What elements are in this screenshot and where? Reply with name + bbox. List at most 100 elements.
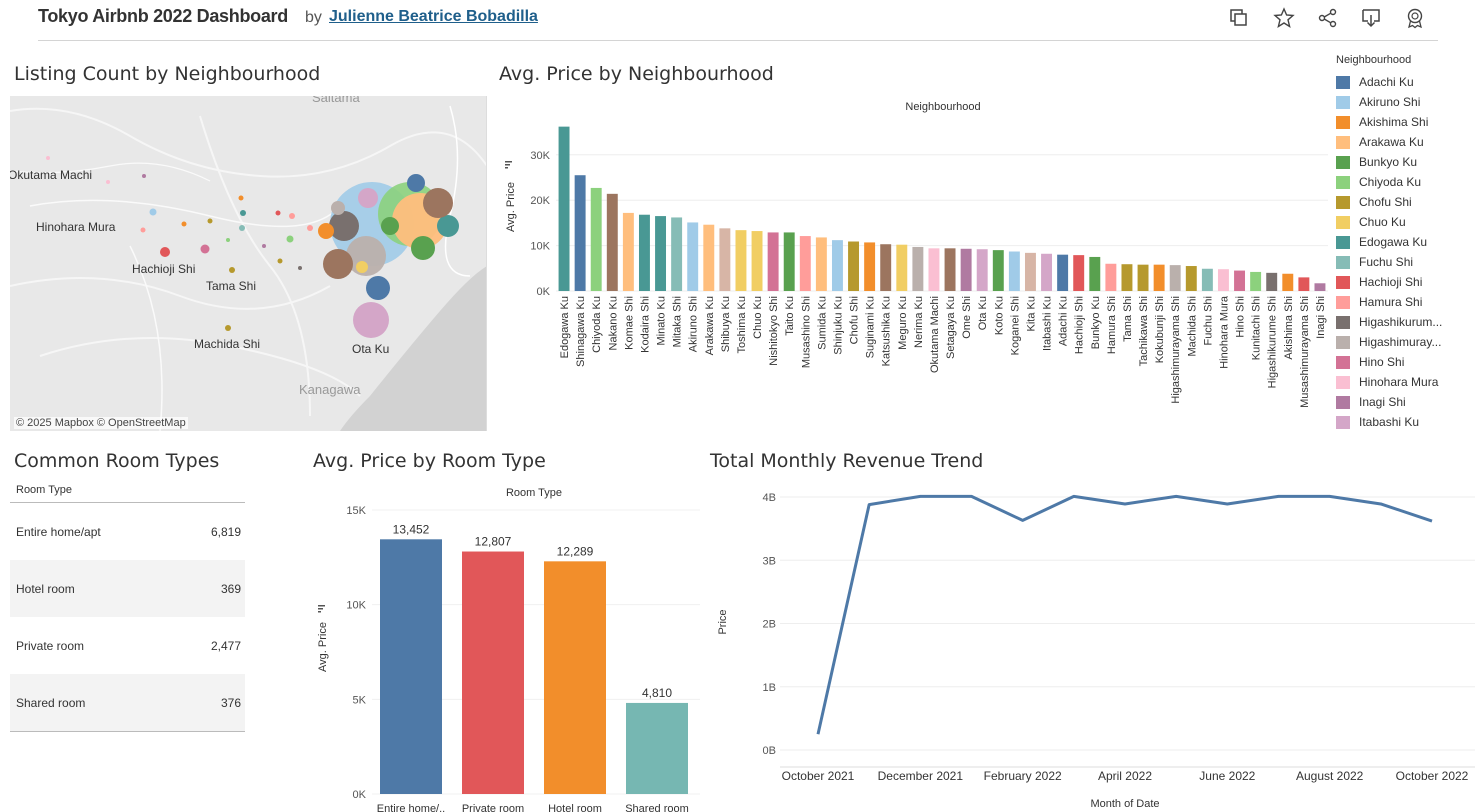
bar-chofu-shi[interactable] bbox=[848, 241, 860, 291]
bar-musashimurayama-shi[interactable] bbox=[1298, 277, 1310, 291]
table-row[interactable]: Shared room 376 bbox=[10, 674, 245, 731]
table-row[interactable]: Private room 2,477 bbox=[10, 617, 245, 674]
bar-shinagawa-ku[interactable] bbox=[574, 175, 586, 291]
legend-item[interactable]: Chuo Ku bbox=[1336, 212, 1471, 232]
bar-private-room[interactable] bbox=[462, 551, 524, 794]
bar-ome-shi[interactable] bbox=[960, 248, 972, 291]
map-attribution[interactable]: © 2025 Mapbox © OpenStreetMap bbox=[14, 417, 188, 429]
map-background bbox=[10, 96, 486, 431]
bar-komae-shi[interactable] bbox=[622, 212, 634, 291]
copy-icon[interactable] bbox=[1228, 7, 1252, 31]
avg-price-room-chart[interactable]: Room Type 0K 5K 10K 15K Avg. Price 13,452 Entir… bbox=[312, 482, 702, 812]
legend-item[interactable]: Chiyoda Ku bbox=[1336, 172, 1471, 192]
legend-item[interactable]: Akishima Shi bbox=[1336, 112, 1471, 132]
bar-higashikurume-shi[interactable] bbox=[1266, 272, 1278, 291]
legend-items[interactable]: Adachi Ku Akiruno Shi Akishima Shi Arakawa … bbox=[1336, 72, 1471, 432]
bar-nakano-ku[interactable] bbox=[606, 193, 618, 291]
listing-count-title: Listing Count by Neighbourhood bbox=[14, 63, 321, 85]
bar-machida-shi[interactable] bbox=[1185, 266, 1197, 291]
bar-akiruno-shi[interactable] bbox=[687, 222, 699, 291]
x-tick-label: Higashikurume Shi bbox=[1267, 296, 1279, 388]
bar-higashimurayama-shi[interactable] bbox=[1169, 265, 1181, 291]
bar-tama-shi[interactable] bbox=[1121, 264, 1133, 291]
bar-kita-ku[interactable] bbox=[1024, 252, 1036, 291]
bar-akishima-shi[interactable] bbox=[1282, 273, 1294, 291]
table-row[interactable]: Entire home/apt 6,819 bbox=[10, 503, 245, 560]
legend-item[interactable]: Itabashi Ku bbox=[1336, 412, 1471, 432]
bar-sumida-ku[interactable] bbox=[815, 237, 827, 291]
bar-hamura-shi[interactable] bbox=[1105, 263, 1117, 291]
x-tick-label: Higashimurayama Shi bbox=[1170, 296, 1182, 404]
revenue-trend-chart[interactable]: 0B 1B 2B 3B 4B Price October 2021 December 2021… bbox=[710, 482, 1475, 812]
legend-item[interactable]: Hino Shi bbox=[1336, 352, 1471, 372]
bar-shibuya-ku[interactable] bbox=[719, 228, 731, 291]
map-bubbles[interactable] bbox=[10, 96, 487, 431]
bar-nerima-ku[interactable] bbox=[912, 246, 924, 291]
legend-item[interactable]: Hinohara Mura bbox=[1336, 372, 1471, 392]
legend-item[interactable]: Chofu Shi bbox=[1336, 192, 1471, 212]
badge-icon[interactable] bbox=[1404, 7, 1428, 31]
bar-entire-home-[interactable] bbox=[380, 539, 442, 794]
bar-mitaka-shi[interactable] bbox=[671, 217, 683, 291]
bar-kokubunji-shi[interactable] bbox=[1153, 264, 1165, 291]
bar-koganei-shi[interactable] bbox=[1008, 251, 1020, 291]
bar-okutama-machi[interactable] bbox=[928, 248, 940, 291]
bar-bunkyo-ku[interactable] bbox=[1089, 256, 1101, 291]
bar-itabashi-ku[interactable] bbox=[1041, 253, 1053, 291]
bar-hotel-room[interactable] bbox=[544, 561, 606, 794]
bar-taito-ku[interactable] bbox=[783, 232, 795, 291]
sort-icon[interactable] bbox=[505, 161, 512, 169]
bar-tachikawa-shi[interactable] bbox=[1137, 264, 1149, 291]
legend-item[interactable]: Bunkyo Ku bbox=[1336, 152, 1471, 172]
legend-item[interactable]: Higashikurum... bbox=[1336, 312, 1471, 332]
legend-item[interactable]: Fuchu Shi bbox=[1336, 252, 1471, 272]
bubble-musashino bbox=[307, 225, 313, 231]
listing-map[interactable]: Saitama Okutama Machi Hinohara Mura Hach… bbox=[10, 96, 487, 431]
bar-hachioji-shi[interactable] bbox=[1073, 255, 1085, 291]
bar-setagaya-ku[interactable] bbox=[944, 248, 956, 291]
legend-item[interactable]: Akiruno Shi bbox=[1336, 92, 1471, 112]
bar-toshima-ku[interactable] bbox=[735, 230, 747, 291]
bar-minato-ku[interactable] bbox=[655, 216, 667, 291]
share-icon[interactable] bbox=[1317, 7, 1341, 31]
y-axis-label: Avg. Price bbox=[317, 622, 329, 672]
table-row[interactable]: Hotel room 369 bbox=[10, 560, 245, 617]
avg-price-neighbourhood-chart[interactable]: Neighbourhood 0K 10K 20K 30K Avg. Price Edogaw… bbox=[500, 95, 1330, 430]
legend-swatch bbox=[1336, 175, 1350, 189]
bar-edogawa-ku[interactable] bbox=[558, 126, 570, 291]
bar-fuchu-shi[interactable] bbox=[1201, 268, 1213, 291]
bar-chiyoda-ku[interactable] bbox=[590, 187, 602, 291]
neighbourhood-legend[interactable]: Neighbourhood Adachi Ku Akiruno Shi Akishi… bbox=[1336, 54, 1471, 432]
legend-item[interactable]: Edogawa Ku bbox=[1336, 232, 1471, 252]
legend-item[interactable]: Hachioji Shi bbox=[1336, 272, 1471, 292]
bar-nishitokyo-shi[interactable] bbox=[767, 232, 779, 291]
author-link[interactable]: Julienne Beatrice Bobadilla bbox=[329, 8, 538, 25]
bar-shinjuku-ku[interactable] bbox=[831, 240, 843, 291]
legend-item[interactable]: Hamura Shi bbox=[1336, 292, 1471, 312]
bar-kodaira-shi[interactable] bbox=[638, 214, 650, 291]
bar-hinohara-mura[interactable] bbox=[1217, 269, 1229, 291]
sort-icon[interactable] bbox=[318, 605, 325, 613]
bar-inagi-shi[interactable] bbox=[1314, 283, 1326, 291]
revenue-line[interactable] bbox=[816, 494, 1433, 735]
legend-item[interactable]: Higashimuray... bbox=[1336, 332, 1471, 352]
bar-arakawa-ku[interactable] bbox=[703, 224, 715, 291]
bar-hino-shi[interactable] bbox=[1234, 270, 1246, 291]
bar-katsushika-ku[interactable] bbox=[880, 244, 892, 291]
bar-musashino-shi[interactable] bbox=[799, 236, 811, 291]
download-icon[interactable] bbox=[1360, 7, 1384, 31]
legend-item[interactable]: Arakawa Ku bbox=[1336, 132, 1471, 152]
bar-ota-ku[interactable] bbox=[976, 249, 988, 291]
bar-meguro-ku[interactable] bbox=[896, 244, 908, 291]
legend-item[interactable]: Adachi Ku bbox=[1336, 72, 1471, 92]
bar-koto-ku[interactable] bbox=[992, 250, 1004, 291]
bar-shared-room[interactable] bbox=[626, 702, 688, 794]
x-tick-label: Kita Ku bbox=[1025, 296, 1037, 331]
x-tick-label: Musashino Shi bbox=[800, 296, 812, 368]
legend-item[interactable]: Inagi Shi bbox=[1336, 392, 1471, 412]
bar-adachi-ku[interactable] bbox=[1057, 254, 1069, 291]
bar-suginami-ku[interactable] bbox=[864, 242, 876, 291]
star-icon[interactable] bbox=[1273, 7, 1297, 31]
bar-chuo-ku[interactable] bbox=[751, 231, 763, 291]
bar-kunitachi-shi[interactable] bbox=[1250, 271, 1262, 291]
